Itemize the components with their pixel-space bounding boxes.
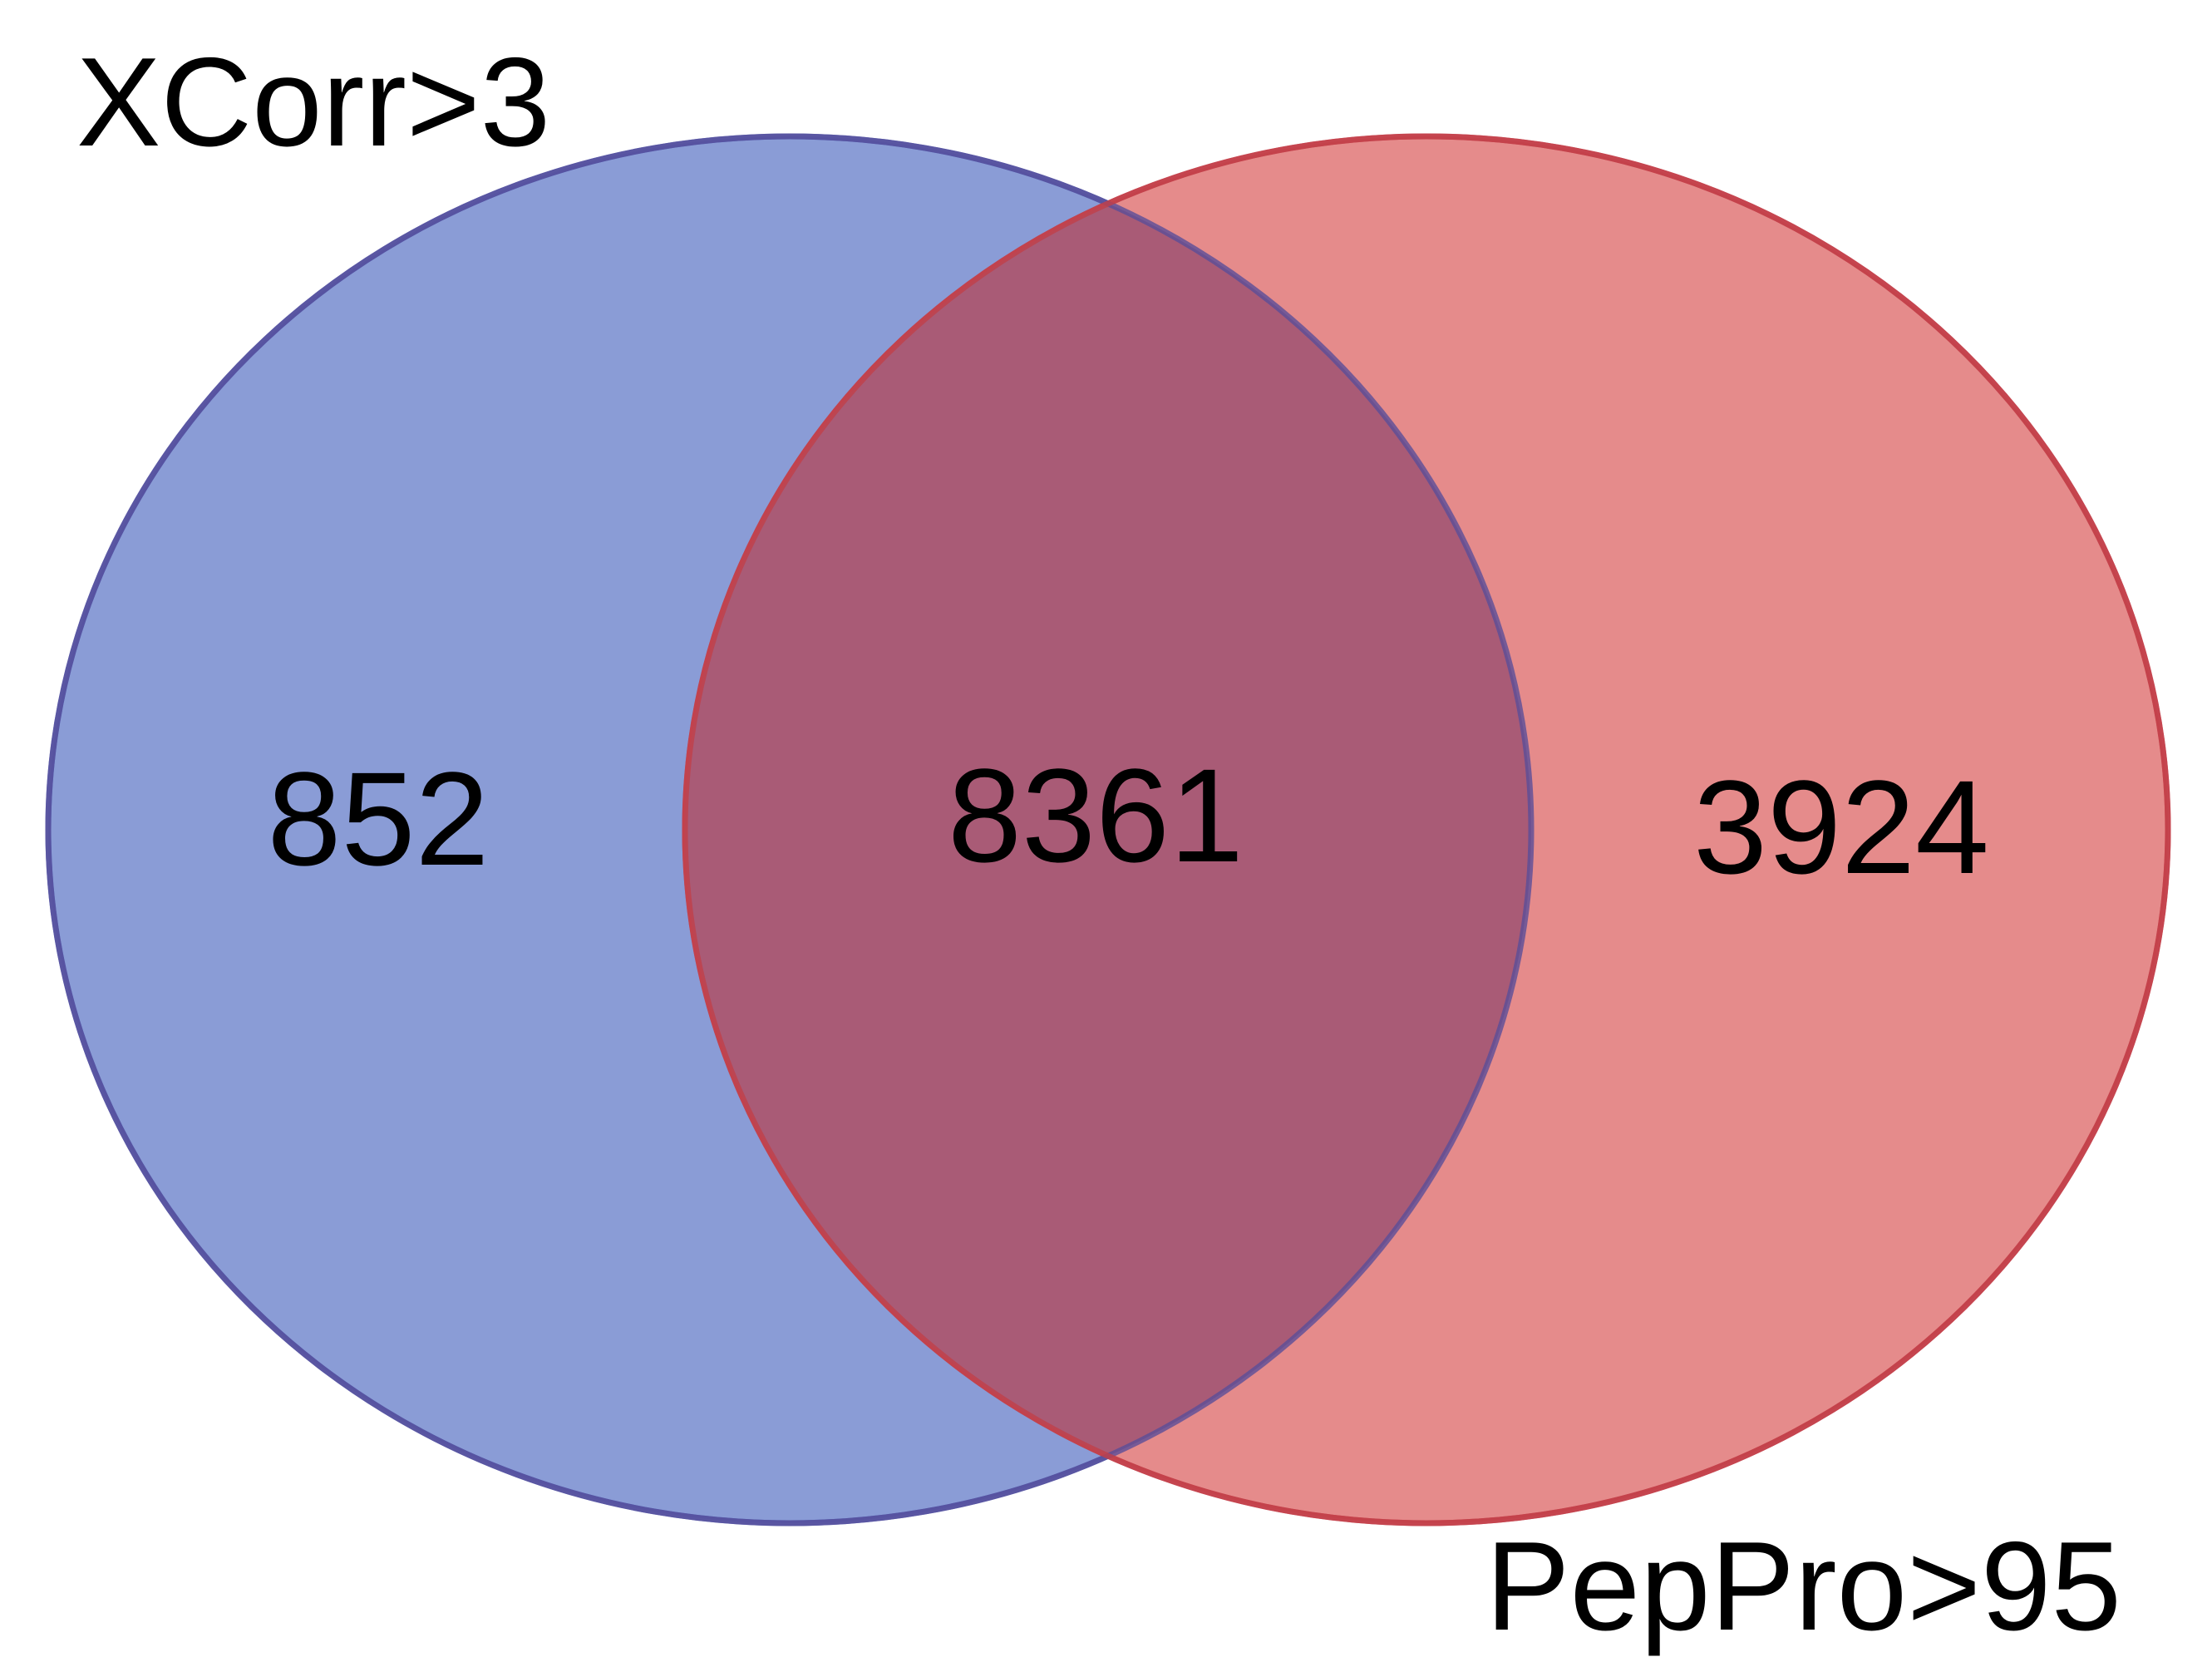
set-label-xcorr: XCorr>3: [76, 32, 550, 173]
count-xcorr-only: 852: [268, 744, 490, 893]
intersection-region: [685, 136, 1531, 1523]
set-outline-peppro: [682, 133, 2171, 1526]
count-intersection: 8361: [948, 741, 1244, 890]
count-peppro-only: 3924: [1693, 752, 1989, 901]
set-outline-xcorr: [45, 133, 1535, 1526]
set-label-peppro: PepPro>95: [1485, 1516, 2121, 1657]
